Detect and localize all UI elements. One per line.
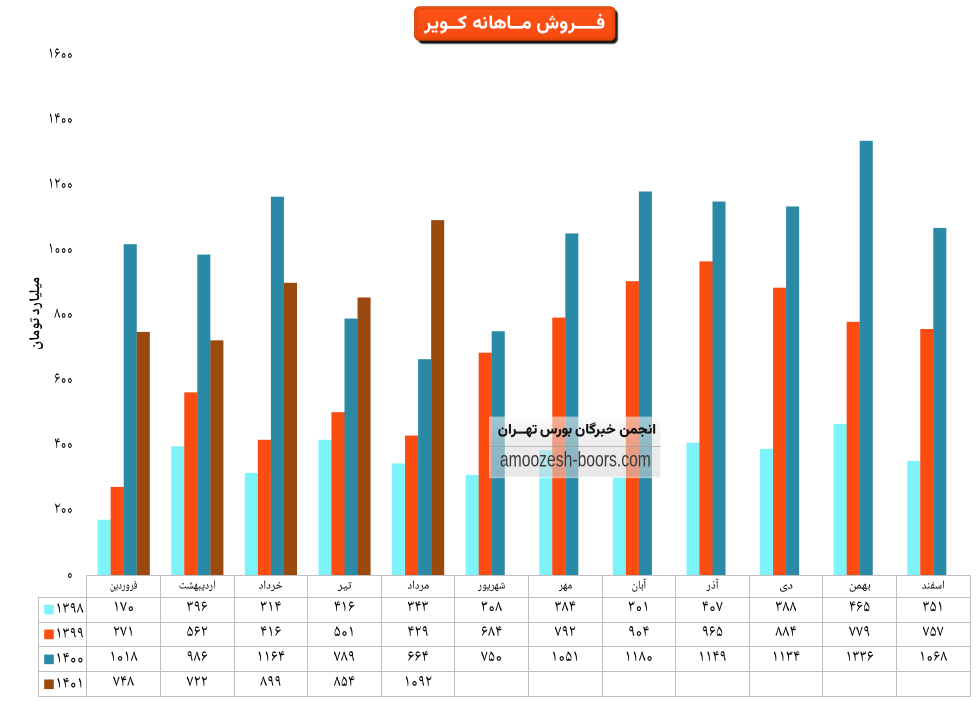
svg-text:amoozesh-boors.com: amoozesh-boors.com: [500, 449, 651, 472]
